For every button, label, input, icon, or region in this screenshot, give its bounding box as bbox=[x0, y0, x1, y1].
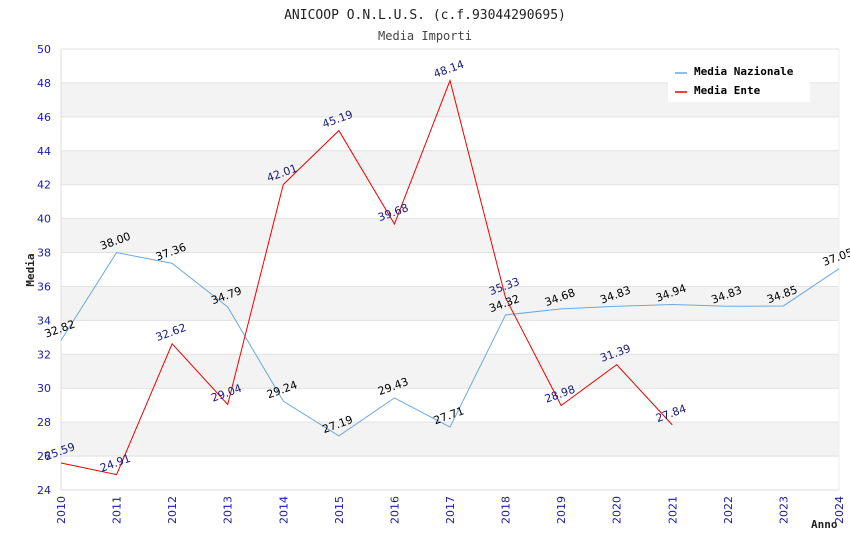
x-axis-label: Anno bbox=[811, 518, 838, 531]
x-tick-label: 2021 bbox=[666, 496, 679, 524]
x-axis-ticks: 2010 2011 2012 2013 2014 2015 2016 2017 2018 2019… bbox=[55, 496, 846, 524]
x-tick-label: 2010 bbox=[55, 496, 68, 524]
grid-band bbox=[61, 286, 839, 321]
data-label: 27.84 bbox=[654, 402, 688, 425]
legend-label-ente: Media Ente bbox=[694, 84, 761, 97]
y-tick-label: 28 bbox=[37, 416, 51, 429]
grid-band bbox=[61, 354, 839, 389]
grid-lines bbox=[60, 48, 840, 491]
grid-band bbox=[61, 422, 839, 457]
legend-box bbox=[668, 60, 810, 102]
x-tick-label: 2011 bbox=[111, 496, 124, 524]
chart-subtitle: Media Importi bbox=[378, 29, 472, 43]
x-tick-label: 2022 bbox=[722, 496, 735, 524]
x-tick-label: 2015 bbox=[333, 496, 346, 524]
legend: Media Nazionale Media Ente bbox=[668, 60, 810, 102]
y-tick-label: 42 bbox=[37, 179, 51, 192]
x-tick-label: 2024 bbox=[833, 496, 846, 524]
chart-title: ANICOOP O.N.L.U.S. (c.f.93044290695) bbox=[284, 8, 566, 23]
grid-band bbox=[61, 218, 839, 253]
x-tick-label: 2020 bbox=[611, 496, 624, 524]
y-tick-label: 36 bbox=[37, 280, 51, 293]
x-tick-label: 2012 bbox=[166, 496, 179, 524]
y-tick-label: 38 bbox=[37, 247, 51, 260]
y-tick-label: 48 bbox=[37, 77, 51, 90]
series-line-nazionale bbox=[60, 251, 840, 437]
y-tick-label: 30 bbox=[37, 382, 51, 395]
x-tick-label: 2017 bbox=[444, 496, 457, 524]
x-tick-label: 2016 bbox=[388, 496, 401, 524]
y-tick-label: 44 bbox=[37, 145, 51, 158]
grid-bands bbox=[61, 82, 839, 457]
data-label: 48.14 bbox=[432, 58, 466, 81]
y-tick-label: 26 bbox=[37, 450, 51, 463]
y-axis-ticks: 24 26 28 30 32 34 36 38 40 42 44 46 48 50 bbox=[37, 43, 51, 497]
x-tick-label: 2014 bbox=[277, 496, 290, 524]
series-line-ente bbox=[60, 78, 673, 476]
x-tick-label: 2013 bbox=[222, 496, 235, 524]
y-tick-label: 24 bbox=[37, 484, 51, 497]
y-tick-label: 46 bbox=[37, 111, 51, 124]
x-tick-label: 2019 bbox=[555, 496, 568, 524]
data-label: 25.59 bbox=[43, 440, 77, 463]
y-tick-label: 34 bbox=[37, 314, 51, 327]
y-tick-label: 40 bbox=[37, 213, 51, 226]
y-tick-label: 32 bbox=[37, 348, 51, 361]
grid-band bbox=[61, 150, 839, 185]
x-tick-label: 2023 bbox=[777, 496, 790, 524]
x-tick-label: 2018 bbox=[500, 496, 513, 524]
series-lines bbox=[60, 78, 840, 476]
legend-label-nazionale: Media Nazionale bbox=[694, 65, 794, 78]
data-label: 32.62 bbox=[154, 321, 188, 344]
y-tick-label: 50 bbox=[37, 43, 51, 56]
y-axis-label: Media bbox=[24, 253, 37, 286]
